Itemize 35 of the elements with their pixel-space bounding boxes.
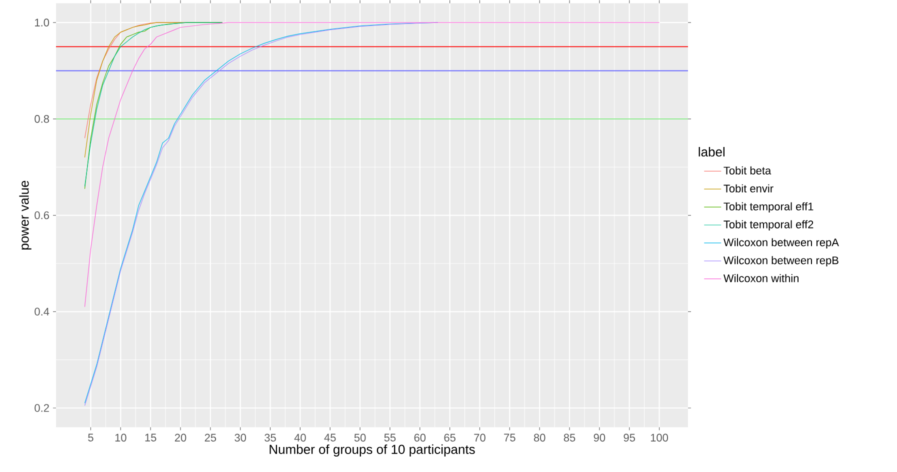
legend-label: Wilcoxon within xyxy=(723,274,799,282)
x-tick-label: 45 xyxy=(324,434,336,442)
x-tick-label: 75 xyxy=(504,434,516,442)
y-tick-label: 0.6 xyxy=(34,211,50,220)
x-tick-label: 50 xyxy=(354,434,366,442)
legend-label: Wilcoxon between repB xyxy=(723,256,838,266)
x-tick-label: 30 xyxy=(234,434,246,442)
x-tick-label: 70 xyxy=(474,434,486,442)
x-axis-title: Number of groups of 10 participants xyxy=(270,444,475,456)
x-tick-label: 15 xyxy=(145,434,156,442)
legend-label: Tobit envir xyxy=(724,184,774,192)
x-tick-label: 100 xyxy=(650,434,668,442)
x-tick-label: 35 xyxy=(264,434,276,442)
y-axis-title: power value xyxy=(19,180,32,250)
x-tick-label: 65 xyxy=(444,434,456,442)
x-tick-label: 40 xyxy=(294,434,306,442)
x-tick-label: 85 xyxy=(564,434,576,442)
legend-label: Tobit temporal eff2 xyxy=(724,220,814,230)
legend-label: Wilcoxon between repA xyxy=(723,238,839,248)
x-tick-label: 25 xyxy=(204,434,216,442)
legend-title: label xyxy=(698,146,725,156)
legend-label: Tobit beta xyxy=(724,166,772,174)
x-tick-label: 55 xyxy=(384,434,396,442)
y-tick-label: 0.4 xyxy=(34,308,50,316)
x-tick-label: 80 xyxy=(534,434,546,442)
y-tick-label: 0.8 xyxy=(34,114,50,123)
x-tick-label: 60 xyxy=(414,434,426,442)
y-tick-label: 1.0 xyxy=(35,18,50,26)
legend-label: Tobit temporal eff1 xyxy=(724,202,814,212)
x-tick-label: 5 xyxy=(88,434,94,442)
x-tick-label: 95 xyxy=(624,434,636,442)
x-tick-label: 10 xyxy=(115,434,126,442)
x-tick-label: 90 xyxy=(594,434,606,442)
y-tick-label: 0.2 xyxy=(34,404,49,412)
x-tick-label: 20 xyxy=(174,434,186,442)
